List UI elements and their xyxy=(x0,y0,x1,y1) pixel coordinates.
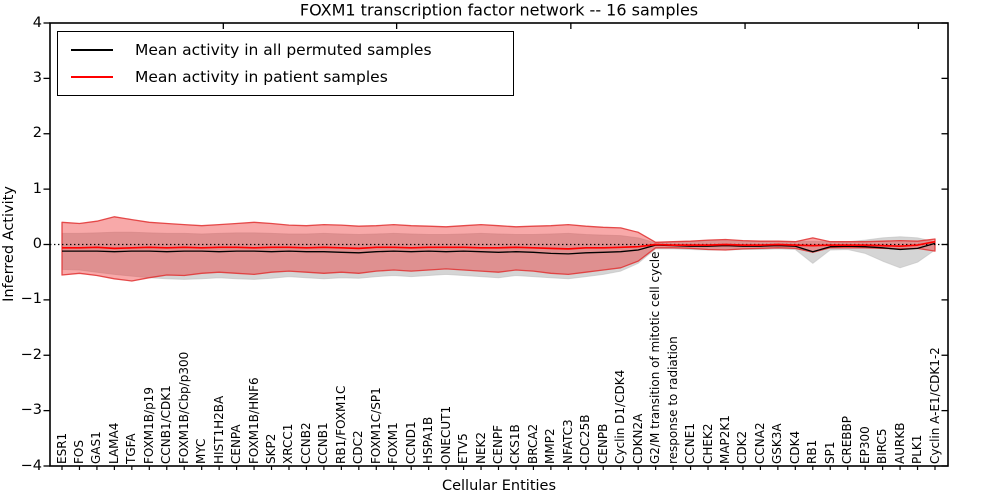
category-label: SP1 xyxy=(822,441,837,465)
category-label: CCNB1 xyxy=(316,422,331,464)
category-label: FOXM1B/p19 xyxy=(141,387,156,464)
mean-line-patient xyxy=(62,240,936,250)
y-tick-label: 1 xyxy=(32,180,42,197)
category-label: CENPB xyxy=(595,423,610,464)
legend-line-sample-black xyxy=(71,49,113,51)
category-label: FOXM1C/SP1 xyxy=(368,387,383,464)
category-label: RB1 xyxy=(805,439,820,464)
category-label: BRCA2 xyxy=(525,423,540,464)
legend-item-permuted: Mean activity in all permuted samples xyxy=(58,41,513,59)
category-label: CDC2 xyxy=(351,430,366,464)
category-label: FOXM1 xyxy=(386,422,401,464)
category-label: BIRC5 xyxy=(875,428,890,464)
category-label: G2/M transition of mitotic cell cycle xyxy=(648,251,663,464)
legend: Mean activity in all permuted samples Me… xyxy=(57,31,514,96)
category-label: SKP2 xyxy=(264,433,279,464)
category-label: NEK2 xyxy=(473,431,488,464)
y-tick-label: 4 xyxy=(32,14,42,31)
legend-label: Mean activity in patient samples xyxy=(135,68,388,86)
category-label: MYC xyxy=(194,438,209,464)
category-label: PLK1 xyxy=(910,434,925,464)
band-patient xyxy=(61,216,936,282)
category-label: FOS xyxy=(71,440,86,464)
category-label: CCNB1/CDK1 xyxy=(159,385,174,464)
category-label: CDKN2A xyxy=(630,413,645,464)
chart-title: FOXM1 transcription factor network -- 16… xyxy=(299,0,699,20)
category-label: MAP2K1 xyxy=(717,415,732,464)
category-label: GSK3A xyxy=(770,423,785,464)
category-label: HIST1H2BA xyxy=(211,395,226,464)
category-label: GAS1 xyxy=(89,431,104,464)
y-tick-label: 0 xyxy=(32,236,42,252)
category-label: CHEK2 xyxy=(700,423,715,465)
category-label: RB1/FOXM1C xyxy=(333,385,348,464)
category-label: TGFA xyxy=(124,433,139,464)
category-label: LAMA4 xyxy=(106,422,121,464)
category-label: Cyclin A-E1/CDK1-2 xyxy=(927,347,942,464)
legend-label: Mean activity in all permuted samples xyxy=(135,41,432,59)
y-tick-label: −1 xyxy=(20,291,42,308)
category-label: CREBBP xyxy=(840,416,855,464)
legend-item-patient: Mean activity in patient samples xyxy=(58,68,513,86)
legend-line-sample-red xyxy=(71,76,113,78)
category-label: CDC25B xyxy=(578,414,593,465)
category-label: HSPA1B xyxy=(421,416,436,464)
y-tick-label: −3 xyxy=(20,402,42,419)
category-label: CKS1B xyxy=(508,424,523,464)
category-label: ESR1 xyxy=(54,432,69,464)
category-label: CCND1 xyxy=(403,421,418,464)
category-label: Cyclin D1/CDK4 xyxy=(613,369,628,464)
category-label: CCNA2 xyxy=(752,422,767,464)
category-label: MMP2 xyxy=(543,428,558,464)
category-label: XRCC1 xyxy=(281,423,296,464)
category-label: CCNB2 xyxy=(298,422,313,464)
category-label: EP300 xyxy=(857,426,872,464)
y-tick-label: −4 xyxy=(20,457,42,474)
category-label: AURKB xyxy=(892,422,907,464)
category-label: FOXM1B/Cbp/p300 xyxy=(176,351,191,464)
category-label: ETV5 xyxy=(456,433,471,464)
category-label: ONECUT1 xyxy=(438,405,453,464)
y-tick-label: 3 xyxy=(32,69,42,86)
category-label: response to radiation xyxy=(665,336,680,464)
category-label: CCNE1 xyxy=(683,423,698,464)
category-label: NFATC3 xyxy=(560,419,575,464)
mean-line-permuted xyxy=(62,242,936,255)
category-label: CENPF xyxy=(491,424,505,464)
category-label: CENPA xyxy=(229,424,244,464)
category-label: FOXM1B/HNF6 xyxy=(246,377,261,464)
y-tick-label: −2 xyxy=(20,346,42,363)
category-label: CDK4 xyxy=(787,430,802,464)
category-label: CDK2 xyxy=(735,430,750,464)
y-tick-label: 2 xyxy=(32,125,42,142)
x-axis-label: Cellular Entities xyxy=(441,478,557,494)
